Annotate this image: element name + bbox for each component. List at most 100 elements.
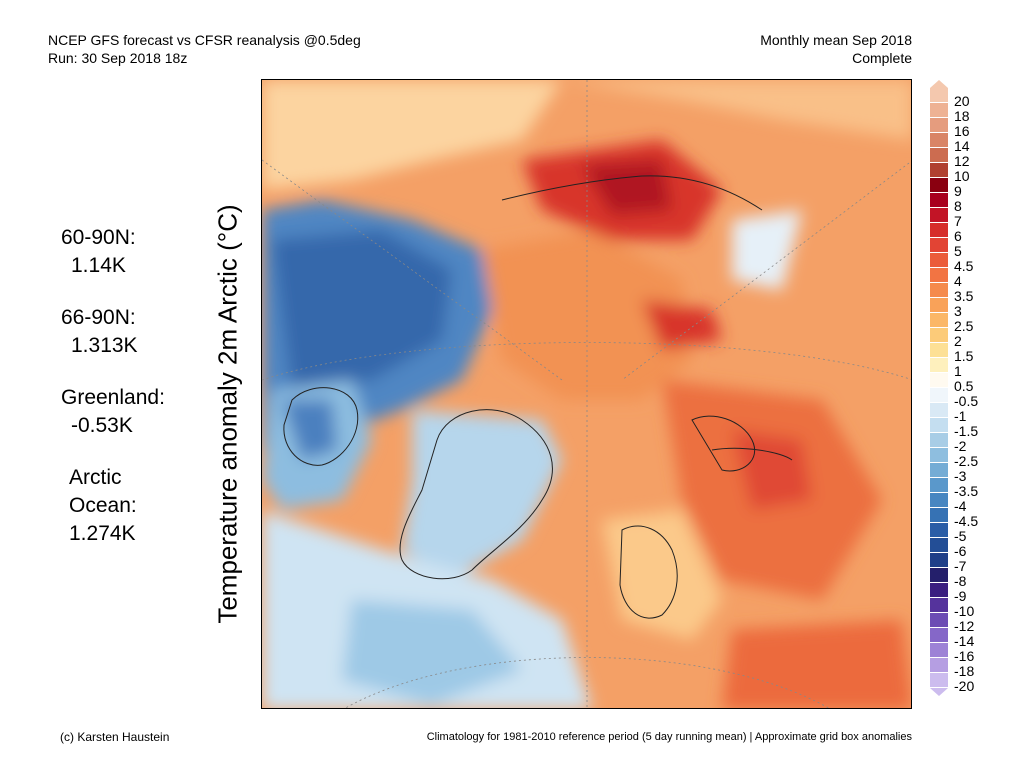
colorbar-cell [930,508,948,522]
colorbar-tick-label: 0.5 [954,378,974,394]
colorbar-tick-label: 14 [954,138,970,154]
colorbar-cell [930,598,948,612]
colorbar-cell [930,478,948,492]
status-label: Complete [852,50,912,66]
colorbar-tick-label: 16 [954,123,970,139]
colorbar-tick-label: 4 [954,273,962,289]
colorbar-tick-label: -12 [954,618,975,634]
colorbar-tick-label: 20 [954,93,970,109]
colorbar-cell [930,433,948,447]
colorbar-tick-label: -3.5 [954,483,979,499]
colorbar-tick-label: 2.5 [954,318,974,334]
colorbar-tick-label: -2 [954,438,967,454]
colorbar-cell [930,628,948,642]
colorbar-tick-label: 8 [954,198,962,214]
stat-label-line-1: Arctic [69,466,122,489]
coastlines [283,175,793,619]
colorbar-tick-label: -1 [954,408,967,424]
stat-value: 1.313K [71,334,138,357]
colorbar-tick-label: 2 [954,333,962,349]
stat-value: -0.53K [71,414,133,437]
colorbar-cell [930,553,948,567]
colorbar-tick-label: -5 [954,528,967,544]
map-canvas [262,80,911,708]
colorbar-bottom-arrow [930,688,948,696]
colorbar-cell [930,193,948,207]
colorbar-cell [930,538,948,552]
title-line-1: NCEP GFS forecast vs CFSR reanalysis @0.… [48,32,361,48]
colorbar-cell [930,238,948,252]
colorbar-cell [930,268,948,282]
colorbar-cell [930,448,948,462]
colorbar-cell [930,178,948,192]
colorbar-tick-label: 3 [954,303,962,319]
stat-label: 60-90N: [61,226,136,249]
colorbar-cell [930,583,948,597]
colorbar-tick-label: 3.5 [954,288,974,304]
stat-value: 1.14K [71,254,126,277]
colorbar-cell [930,613,948,627]
period-label: Monthly mean Sep 2018 [760,32,912,48]
colorbar-cell [930,148,948,162]
colorbar-tick-label: 9 [954,183,962,199]
stat-arctic-ocean: Arctic Ocean: 1.274K [61,464,165,548]
colorbar-cell [930,403,948,417]
colorbar-tick-label: 6 [954,228,962,244]
colorbar-tick-label: -4.5 [954,513,979,529]
y-axis-label: Temperature anomaly 2m Arctic (°C) [212,204,243,624]
graticule [262,80,911,708]
stat-66-90n: 66-90N: 1.313K [61,304,165,360]
colorbar-tick-label: 7 [954,213,962,229]
colorbar-cell [930,373,948,387]
colorbar-cell [930,253,948,267]
colorbar-cell [930,643,948,657]
colorbar-cell [930,388,948,402]
header-right: Monthly mean Sep 2018 Complete [760,31,912,67]
footer-note: Climatology for 1981-2010 reference peri… [426,731,912,743]
colorbar-top-arrow [930,80,948,88]
colorbar-cell [930,658,948,672]
stat-label-line-2: Ocean: [69,494,137,517]
colorbar-tick-label: -6 [954,543,967,559]
header-left: NCEP GFS forecast vs CFSR reanalysis @0.… [48,31,361,67]
colorbar-tick-label: -10 [954,603,975,619]
title-line-2: Run: 30 Sep 2018 18z [48,50,188,66]
stats-panel: 60-90N: 1.14K 66-90N: 1.313K Greenland: … [61,224,165,572]
colorbar-cell [930,163,948,177]
colorbar-tick-label: -7 [954,558,967,574]
colorbar-tick-label: 1 [954,363,962,379]
colorbar-cell [930,463,948,477]
colorbar-tick-label: 10 [954,168,970,184]
colorbar-cell [930,223,948,237]
stat-label: Greenland: [61,386,165,409]
colorbar-cell [930,133,948,147]
colorbar-tick-label: -14 [954,633,975,649]
colorbar-tick-label: 5 [954,243,962,259]
colorbar-tick-label: -1.5 [954,423,979,439]
colorbar-tick-label: 1.5 [954,348,974,364]
colorbar-tick-label: -4 [954,498,967,514]
colorbar-cell [930,568,948,582]
colorbar-tick-label: -8 [954,573,967,589]
colorbar-tick-label: -2.5 [954,453,979,469]
anomaly-field [262,80,911,708]
colorbar-cell [930,523,948,537]
colorbar-tick-label: 18 [954,108,970,124]
colorbar-cell [930,343,948,357]
colorbar-cell [930,208,948,222]
stat-greenland: Greenland: -0.53K [61,384,165,440]
colorbar-tick-label: -18 [954,663,975,679]
colorbar-cell [930,118,948,132]
colorbar-tick-label: 4.5 [954,258,974,274]
colorbar-tick-label: -0.5 [954,393,979,409]
stat-value: 1.274K [69,522,136,545]
colorbar-cell [930,358,948,372]
colorbar-tick-label: 12 [954,153,970,169]
colorbar-cell [930,283,948,297]
colorbar-tick-label: -9 [954,588,967,604]
colorbar-cell [930,673,948,687]
colorbar-cell [930,328,948,342]
colorbar-cell [930,298,948,312]
colorbar-cell [930,418,948,432]
colorbar-tick-label: -16 [954,648,975,664]
